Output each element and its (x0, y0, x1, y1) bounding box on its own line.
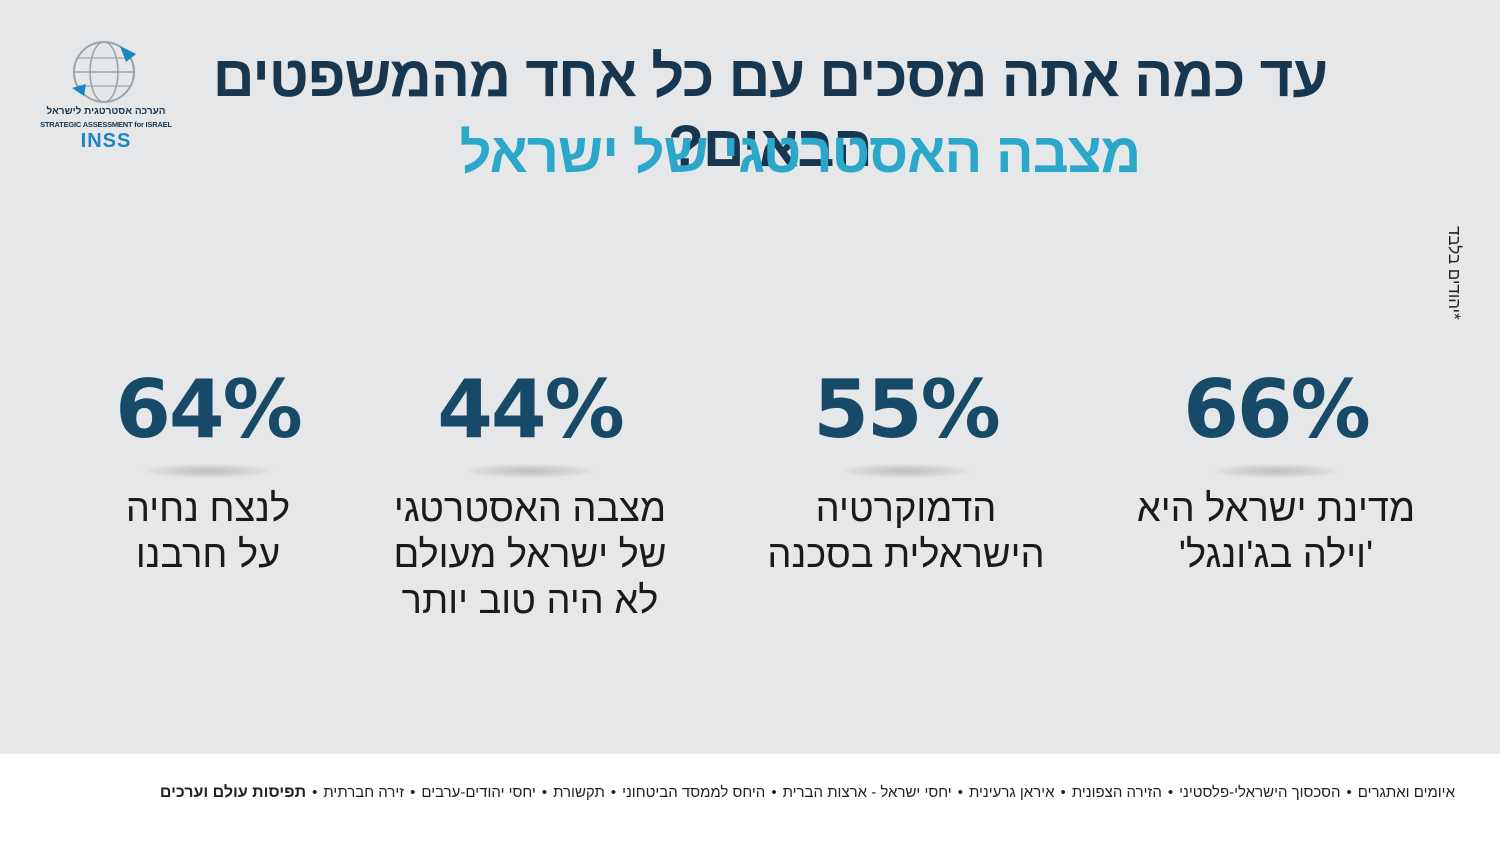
stat-card: 64% לנצח נחיה על חרבנו (58, 360, 358, 578)
stat-value: 64% (115, 363, 302, 456)
page-subtitle: מצבה האסטרטגי של ישראל (459, 121, 1142, 184)
topic-nav-list: איומים ואתגרים • הסכסוך הישראלי-פלסטיני • הז… (40, 784, 1455, 802)
topic-link[interactable]: זירה חברתית (323, 784, 405, 801)
topic-link-active[interactable]: תפיסות עולם וערכים (159, 784, 307, 801)
topic-link[interactable]: היחס לממסד הביטחוני (622, 784, 766, 801)
topic-link[interactable]: יחסי ישראל - ארצות הברית (782, 784, 952, 801)
separator-dot: • (312, 784, 318, 801)
logo-hebrew-text: הערכה אסטרטגית לישראל (46, 106, 166, 117)
topic-link[interactable]: הסכסוך הישראלי-פלסטיני (1179, 784, 1341, 801)
stat-value: 55% (813, 363, 1000, 456)
stat-card: 55% הדמוקרטיה הישראלית בסכנה (756, 360, 1056, 578)
logo-english-text: STRATEGIC ASSESSMENT for ISRAEL (40, 120, 172, 129)
separator-dot: • (771, 784, 777, 801)
stat-label: הדמוקרטיה הישראלית בסכנה (767, 488, 1045, 576)
topic-link[interactable]: תקשורת (553, 784, 605, 801)
footer-nav: איומים ואתגרים • הסכסוך הישראלי-פלסטיני • הז… (0, 754, 1500, 844)
stat-divider (1211, 464, 1341, 478)
stat-divider (143, 464, 273, 478)
stat-label: מדינת ישראל היא 'וילה בג'ונגל' (1136, 488, 1416, 576)
separator-dot: • (610, 784, 617, 801)
stat-divider (841, 464, 971, 478)
inss-logo: הערכה אסטרטגית לישראל STRATEGIC ASSESSME… (40, 38, 172, 154)
stat-label: מצבה האסטרטגי של ישראל מעולם לא היה טוב … (393, 488, 667, 622)
stat-label: לנצח נחיה על חרבנו (125, 488, 291, 576)
stat-value: 66% (1183, 363, 1370, 456)
topic-link[interactable]: הזירה הצפונית (1071, 784, 1162, 801)
separator-dot: • (410, 784, 416, 801)
logo-brand-text: INSS (80, 130, 132, 152)
separator-dot: • (957, 784, 963, 801)
stat-card: 44% מצבה האסטרטגי של ישראל מעולם לא היה … (380, 360, 680, 624)
separator-dot: • (541, 784, 548, 801)
separator-dot: • (1060, 784, 1066, 801)
topic-link[interactable]: איומים ואתגרים (1357, 784, 1455, 801)
page-title: עד כמה אתה מסכים עם כל אחד מהמשפטים הבאי… (212, 44, 1328, 179)
main-area (0, 0, 1500, 754)
topic-link[interactable]: איראן גרעינית (968, 784, 1055, 801)
side-note: *יהודים בלבד (1445, 226, 1464, 320)
separator-dot: • (1167, 784, 1174, 801)
stat-value: 44% (437, 363, 624, 456)
stat-card: 66% מדינת ישראל היא 'וילה בג'ונגל' (1126, 360, 1426, 578)
globe-icon (72, 41, 136, 103)
separator-dot: • (1346, 784, 1352, 801)
stat-divider (465, 464, 595, 478)
topic-link[interactable]: יחסי יהודים-ערבים (421, 784, 536, 801)
